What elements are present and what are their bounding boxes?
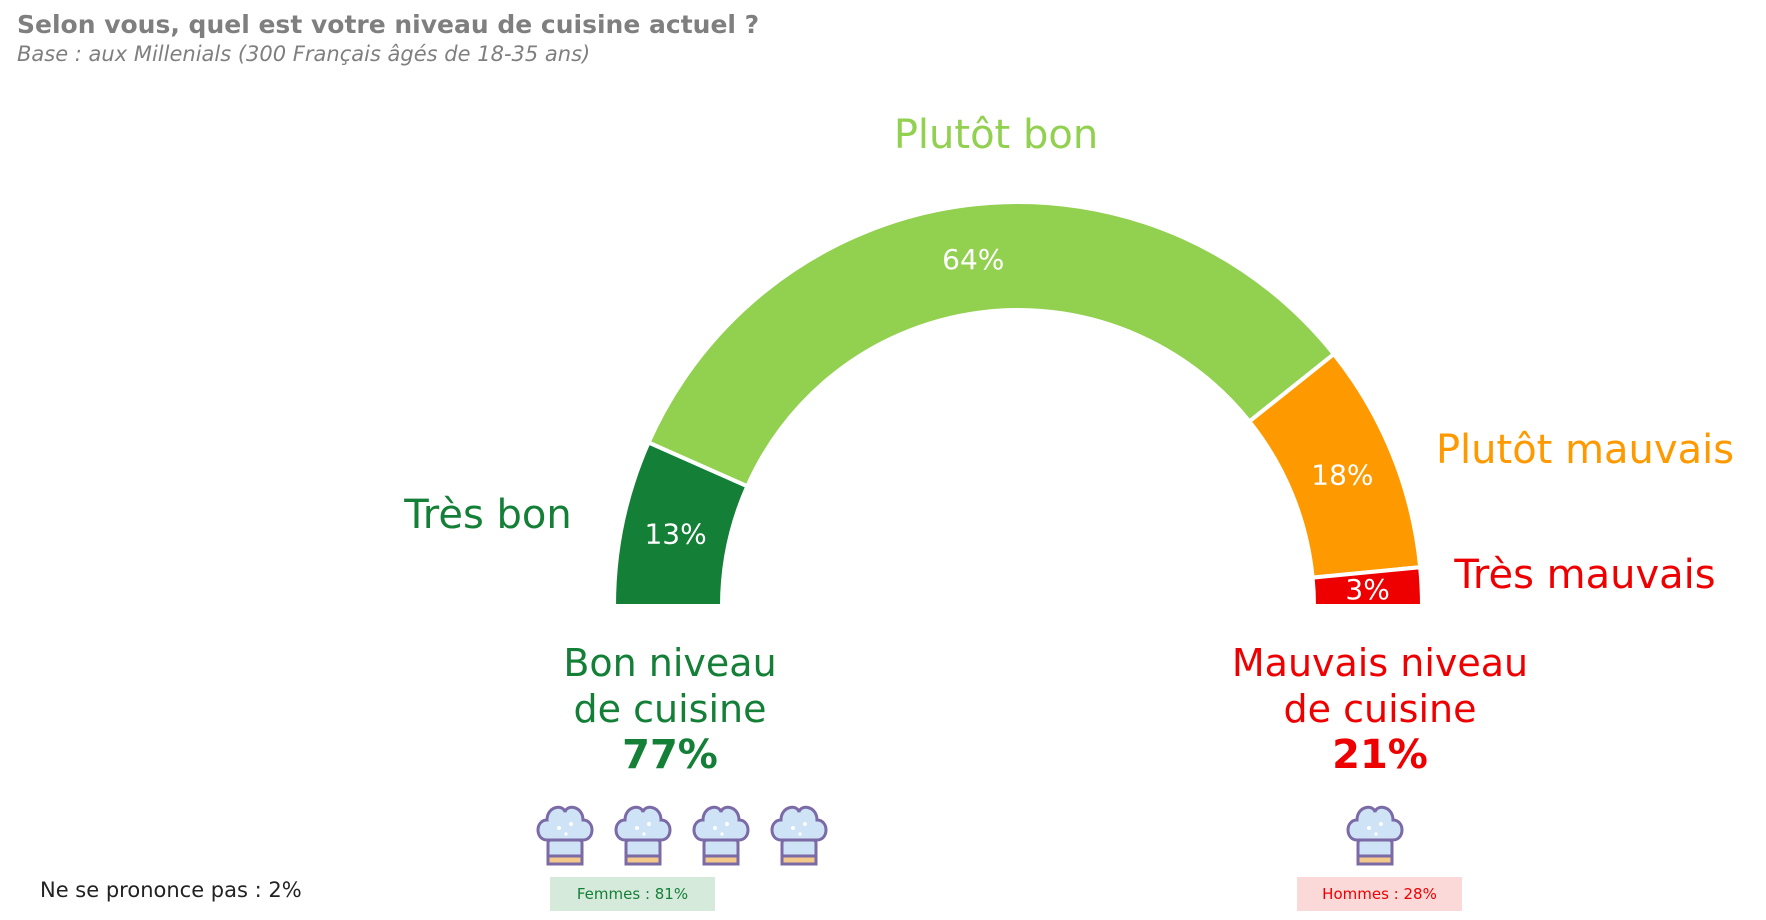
women-badge: Femmes : 81% bbox=[550, 877, 715, 911]
gauge-category-label-3: Plutôt mauvais bbox=[1436, 427, 1734, 473]
men-badge: Hommes : 28% bbox=[1297, 877, 1462, 911]
good-hats-row bbox=[533, 800, 831, 870]
good-level-summary: Bon niveau de cuisine 77% bbox=[460, 640, 880, 778]
bad-hats-row bbox=[1343, 800, 1407, 870]
chef-hat-icon bbox=[767, 800, 831, 870]
bad-level-summary: Mauvais niveau de cuisine 21% bbox=[1170, 640, 1590, 778]
gauge-value-label-2: 64% bbox=[942, 243, 1004, 276]
gauge-segment-4 bbox=[1310, 565, 1425, 608]
bad-level-label-line2: de cuisine bbox=[1283, 687, 1477, 731]
page-title: Selon vous, quel est votre niveau de cui… bbox=[17, 10, 760, 39]
chef-hat-icon bbox=[689, 800, 753, 870]
chef-hat-icon bbox=[533, 800, 597, 870]
gauge-value-label-4: 3% bbox=[1345, 573, 1389, 606]
chef-hat-icon bbox=[1343, 800, 1407, 870]
good-level-label-line1: Bon niveau bbox=[563, 641, 777, 685]
gauge-category-label-2: Plutôt bon bbox=[894, 112, 1098, 158]
good-level-value: 77% bbox=[622, 732, 718, 778]
page-subtitle: Base : aux Millenials (300 Français âgés… bbox=[17, 42, 591, 66]
gauge-segment-2 bbox=[645, 200, 1337, 489]
gauge-category-label-1: Très bon bbox=[403, 492, 572, 538]
no-answer-note: Ne se prononce pas : 2% bbox=[40, 878, 302, 902]
bad-level-value: 21% bbox=[1332, 732, 1428, 778]
gauge-value-label-1: 13% bbox=[644, 518, 706, 551]
bad-level-label-line1: Mauvais niveau bbox=[1231, 641, 1529, 685]
gauge-value-label-3: 18% bbox=[1311, 459, 1373, 492]
gauge-category-label-4: Très mauvais bbox=[1453, 552, 1715, 598]
chef-hat-icon bbox=[611, 800, 675, 870]
good-level-label-line2: de cuisine bbox=[573, 687, 767, 731]
